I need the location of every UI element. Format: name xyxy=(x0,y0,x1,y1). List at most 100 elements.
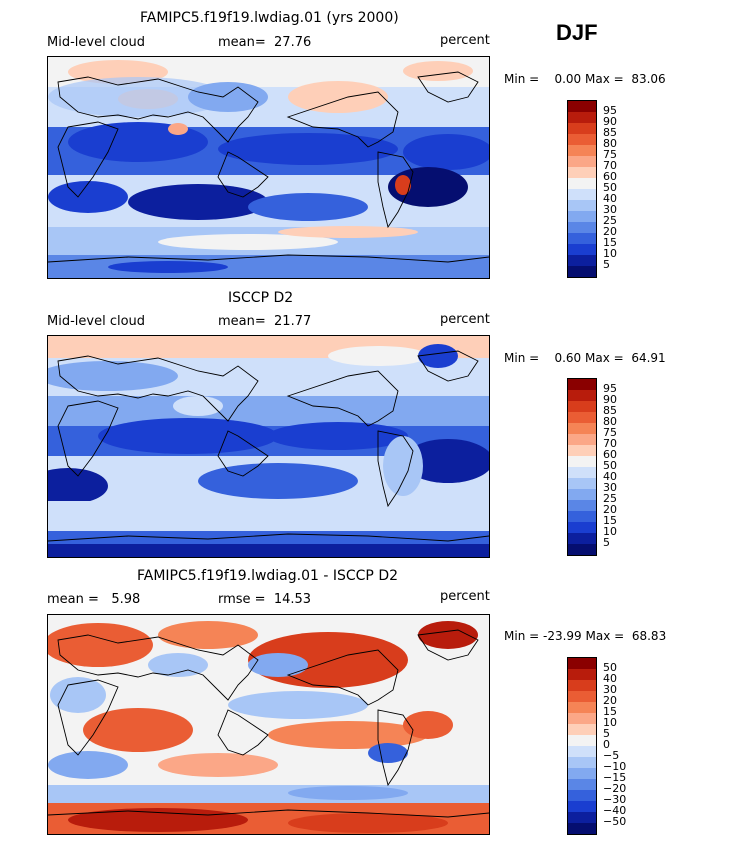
panel-1-colorbar-swatch xyxy=(568,222,596,233)
panel-1-colorbar-swatch xyxy=(568,189,596,200)
panel-2-title: ISCCP D2 xyxy=(228,290,294,306)
panel-3-mean: mean = 5.98 xyxy=(47,592,140,607)
panel-1-title: FAMIPC5.f19f19.lwdiag.01 (yrs 2000) xyxy=(140,10,399,26)
panel-2-mean: mean= 21.77 xyxy=(218,314,311,329)
panel-1-min-label: Min = xyxy=(504,72,540,86)
panel-2-colorbar-label: 50 xyxy=(603,459,617,472)
panel-2-minmax: Min = 0.60 Max = 64.91 xyxy=(504,351,666,365)
panel-3-colorbar-swatch xyxy=(568,724,596,735)
panel-1-colorbar-label: 50 xyxy=(603,181,617,194)
panel-1-colorbar-swatch xyxy=(568,178,596,189)
panel-1-colorbar-swatch xyxy=(568,244,596,255)
panel-3-colorbar-swatch xyxy=(568,801,596,812)
panel-2-mean-value: 21.77 xyxy=(274,314,312,329)
panel-2-colorbar-label: 95 xyxy=(603,382,617,395)
panel-1-mean-label: mean= xyxy=(218,35,266,50)
panel-3-colorbar-label: −20 xyxy=(603,782,627,795)
panel-3-mean-label: mean = xyxy=(47,592,99,607)
panel-1-colorbar-swatch xyxy=(568,156,596,167)
panel-2-colorbar-label: 85 xyxy=(603,404,617,417)
panel-3-colorbar-label: −10 xyxy=(603,760,627,773)
panel-3-colorbar-label: −40 xyxy=(603,804,627,817)
panel-3-colorbar-swatch xyxy=(568,779,596,790)
panel-3-colorbar-swatch xyxy=(568,823,596,834)
panel-1-max-label: Max = xyxy=(584,72,624,86)
panel-3-colorbar-label: 15 xyxy=(603,705,617,718)
panel-2-colorbar-label: 15 xyxy=(603,514,617,527)
panel-2-colorbar-swatch xyxy=(568,467,596,478)
panel-2-colorbar-label: 80 xyxy=(603,415,617,428)
panel-2-colorbar-swatch xyxy=(568,478,596,489)
panel-2-colorbar-swatch xyxy=(568,456,596,467)
panel-3-colorbar-swatch xyxy=(568,669,596,680)
panel-3-colorbar-swatch xyxy=(568,746,596,757)
panel-2-colorbar-swatch xyxy=(568,401,596,412)
panel-1-colorbar-swatch xyxy=(568,101,596,112)
panel-1-colorbar-swatch xyxy=(568,112,596,123)
panel-1-colorbar-swatch xyxy=(568,200,596,211)
panel-1-colorbar-label: 60 xyxy=(603,170,617,183)
panel-3-colorbar-label: 5 xyxy=(603,727,610,740)
panel-1-colorbar-label: 90 xyxy=(603,115,617,128)
panel-1-colorbar-swatch xyxy=(568,145,596,156)
panel-2-colorbar-swatch xyxy=(568,489,596,500)
panel-3-colorbar-swatch xyxy=(568,691,596,702)
panel-1-colorbar-label: 20 xyxy=(603,225,617,238)
panel-3-map xyxy=(47,614,490,835)
panel-1-colorbar-label: 10 xyxy=(603,247,617,260)
panel-1-mean: mean= 27.76 xyxy=(218,35,311,50)
panel-3-colorbar-label: 50 xyxy=(603,661,617,674)
season-label: DJF xyxy=(556,20,598,45)
panel-2-colorbar xyxy=(567,378,597,556)
panel-2-colorbar-label: 25 xyxy=(603,492,617,505)
panel-1-variable: Mid-level cloud xyxy=(47,35,146,50)
panel-1-colorbar-label: 95 xyxy=(603,104,617,117)
panel-3-colorbar-swatch xyxy=(568,658,596,669)
panel-2-colorbar-swatch xyxy=(568,434,596,445)
panel-3-colorbar-label: −5 xyxy=(603,749,620,762)
panel-1-colorbar-label: 70 xyxy=(603,159,617,172)
panel-2-colorbar-label: 70 xyxy=(603,437,617,450)
panel-3-min-label: Min = xyxy=(504,629,540,643)
panel-2-colorbar-label: 10 xyxy=(603,525,617,538)
panel-2-units: percent xyxy=(440,312,490,327)
panel-3-colorbar-label: −30 xyxy=(603,793,627,806)
panel-1-colorbar-swatch xyxy=(568,266,596,277)
panel-3-colorbar-swatch xyxy=(568,768,596,779)
panel-2-colorbar-swatch xyxy=(568,379,596,390)
panel-3-rmse-value: 14.53 xyxy=(273,592,312,607)
panel-1-map xyxy=(47,56,490,279)
panel-1-colorbar-label: 15 xyxy=(603,236,617,249)
panel-3-colorbar-label: 30 xyxy=(603,683,617,696)
panel-3-colorbar-label: −50 xyxy=(603,815,627,828)
panel-1-colorbar-swatch xyxy=(568,167,596,178)
panel-3-colorbar-label: 0 xyxy=(603,738,610,751)
panel-2-min-value: 0.60 xyxy=(554,351,582,365)
panel-2-colorbar-swatch xyxy=(568,423,596,434)
panel-2-colorbar-swatch xyxy=(568,522,596,533)
panel-3-rmse: rmse = 14.53 xyxy=(218,592,311,607)
panel-1-colorbar-label: 75 xyxy=(603,148,617,161)
panel-3-colorbar-label: 10 xyxy=(603,716,617,729)
panel-2-colorbar-swatch xyxy=(568,390,596,401)
panel-2-colorbar-label: 30 xyxy=(603,481,617,494)
panel-1-colorbar-label: 85 xyxy=(603,126,617,139)
panel-2-colorbar-swatch xyxy=(568,544,596,555)
panel-1-colorbar-label: 5 xyxy=(603,258,610,271)
panel-2-min-label: Min = xyxy=(504,351,540,365)
panel-3-min-value: -23.99 xyxy=(543,629,582,643)
panel-1-min-value: 0.00 xyxy=(554,72,582,86)
panel-2-colorbar-label: 60 xyxy=(603,448,617,461)
panel-3-colorbar-swatch xyxy=(568,757,596,768)
panel-3-colorbar-swatch xyxy=(568,680,596,691)
panel-1-colorbar-swatch xyxy=(568,123,596,134)
panel-1-colorbar-label: 80 xyxy=(603,137,617,150)
panel-1-colorbar-swatch xyxy=(568,134,596,145)
panel-3-max-label: Max = xyxy=(585,629,625,643)
panel-3-colorbar-swatch xyxy=(568,702,596,713)
panel-2-colorbar-label: 5 xyxy=(603,536,610,549)
panel-3-colorbar-label: 40 xyxy=(603,672,617,685)
panel-2-colorbar-label: 90 xyxy=(603,393,617,406)
panel-2-map xyxy=(47,335,490,558)
panel-1-colorbar-swatch xyxy=(568,233,596,244)
